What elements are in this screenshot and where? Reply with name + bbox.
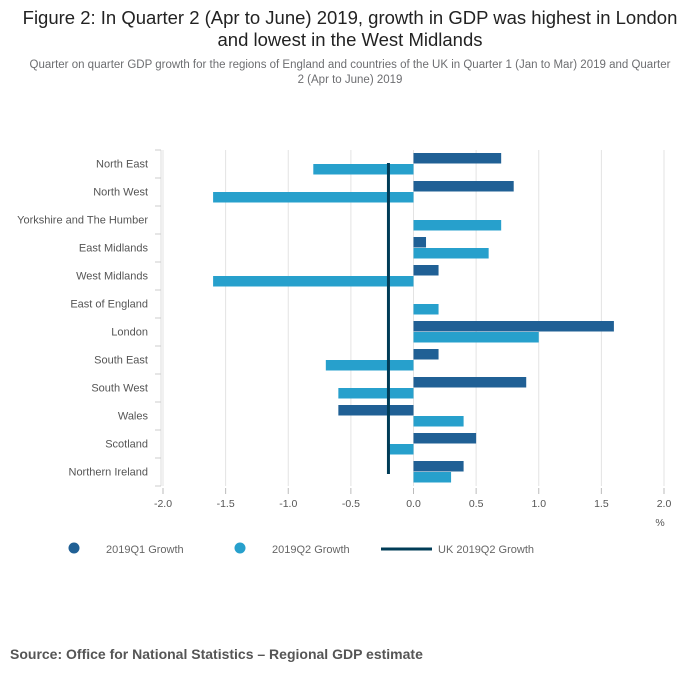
bar-q2 [413, 472, 452, 483]
legend-label-q1: 2019Q1 Growth [106, 544, 184, 556]
x-axis-label: % [655, 517, 664, 529]
bar-q2 [413, 332, 539, 343]
bar-q2 [213, 192, 414, 203]
category-label: North West [93, 187, 148, 199]
category-label: Scotland [105, 439, 148, 451]
category-label: East of England [70, 299, 148, 311]
bar-q2 [413, 304, 439, 315]
bar-q1 [413, 377, 527, 388]
bar-q2 [213, 276, 414, 287]
x-tick-label: 1.5 [594, 498, 609, 510]
x-axis-ticks: -2.0 -1.5 -1.0 -0.5 0.0 0.5 1.0 1.5 2.0 [154, 488, 671, 510]
category-label: Wales [118, 411, 149, 423]
bar-q1 [413, 153, 502, 164]
bars [213, 153, 614, 483]
bar-q1 [338, 405, 414, 416]
chart-subtitle: Quarter on quarter GDP growth for the re… [29, 59, 671, 86]
legend-swatch-q1 [68, 542, 80, 554]
legend-label-q2: 2019Q2 Growth [272, 544, 350, 556]
bar-q1 [413, 349, 439, 360]
x-tick-label: 0.0 [406, 498, 421, 510]
bar-q1 [413, 321, 614, 332]
bar-q1 [413, 181, 514, 192]
bar-q2 [338, 388, 414, 399]
chart-title: Figure 2: In Quarter 2 (Apr to June) 201… [22, 7, 678, 50]
bar-q1 [413, 461, 464, 472]
x-tick-label: -0.5 [342, 498, 360, 510]
category-labels: North East North West Yorkshire and The Hu… [17, 159, 148, 479]
category-label: East Midlands [79, 243, 149, 255]
bar-q2 [413, 416, 464, 427]
x-tick-label: -1.5 [217, 498, 235, 510]
legend-label-uk: UK 2019Q2 Growth [438, 544, 534, 556]
category-label: Northern Ireland [69, 467, 149, 479]
category-label: South West [91, 383, 148, 395]
legend-swatch-q2 [234, 542, 246, 554]
x-tick-label: 1.0 [531, 498, 546, 510]
category-label: London [111, 327, 148, 339]
bar-q1 [413, 237, 427, 248]
bar-q1 [413, 433, 477, 444]
legend: 2019Q1 Growth 2019Q2 Growth UK 2019Q2 Gr… [68, 542, 534, 556]
x-tick-label: -2.0 [154, 498, 172, 510]
gridlines [155, 149, 665, 487]
source-note: Source: Office for National Statistics –… [10, 646, 423, 662]
category-label: Yorkshire and The Humber [17, 215, 148, 227]
x-tick-label: 0.5 [469, 498, 484, 510]
category-label: South East [94, 355, 148, 367]
category-label: North East [96, 159, 148, 171]
x-tick-label: -1.0 [279, 498, 297, 510]
bar-q2 [313, 164, 414, 175]
bar-q2 [325, 360, 414, 371]
bar-chart: North East North West Yorkshire and The Hu… [17, 149, 671, 556]
bar-q2 [413, 248, 489, 259]
x-tick-label: 2.0 [657, 498, 672, 510]
category-label: West Midlands [76, 271, 148, 283]
bar-q2 [388, 444, 414, 455]
bar-q1 [413, 265, 439, 276]
bar-q2 [413, 220, 502, 231]
